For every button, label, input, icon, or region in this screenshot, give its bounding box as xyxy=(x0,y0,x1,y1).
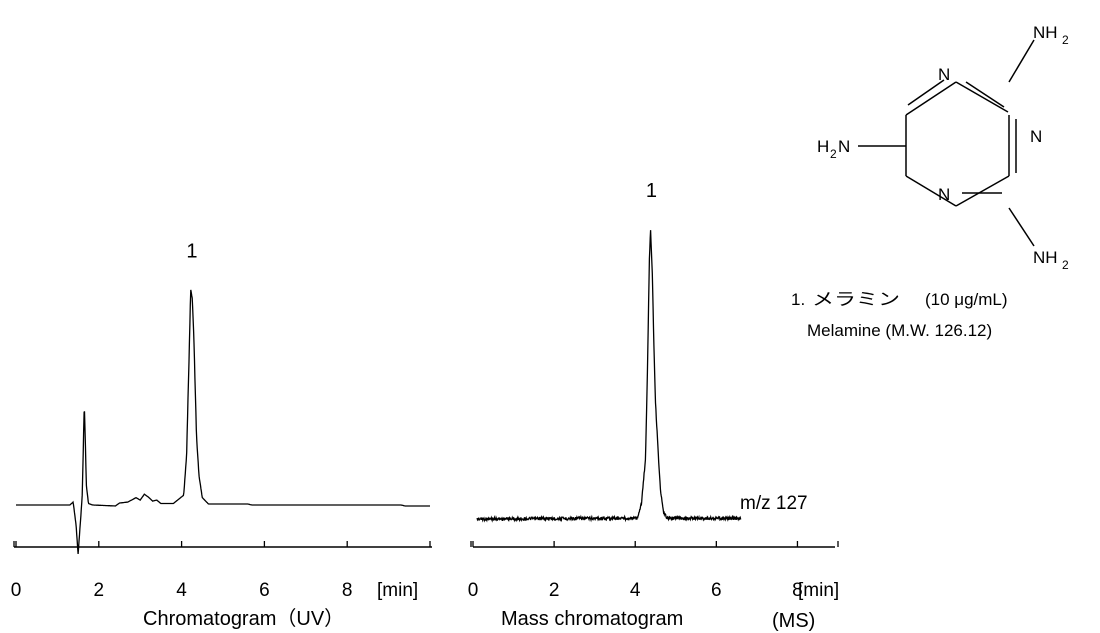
atom-n-right: N xyxy=(1030,127,1042,146)
uv-x-tick-label: 0 xyxy=(11,580,22,601)
uv-x-tick-label: 8 xyxy=(342,580,353,601)
compound-name-jp: メラミン xyxy=(812,290,900,309)
amine-left-h: H xyxy=(817,137,829,156)
amine-bottom-subscript: 2 xyxy=(1062,258,1069,272)
amine-bottom: NH xyxy=(1033,248,1058,267)
amine-left-n: N xyxy=(838,137,850,156)
uv-x-tick-label: 4 xyxy=(176,580,187,601)
amine-top: NH xyxy=(1033,23,1058,42)
ms-peak-label: 1 xyxy=(646,180,657,202)
uv-peak-label: 1 xyxy=(186,240,197,262)
compound-concentration: (10 μg/mL) xyxy=(925,290,1008,309)
triazine-ring xyxy=(858,39,1035,247)
amine-left-subscript: 2 xyxy=(830,147,837,161)
ms-x-axis-title: Mass chromatogram xyxy=(501,608,683,630)
uv-x-ticks: 0 2 4 6 8 xyxy=(11,541,431,601)
uv-x-tick-label: 6 xyxy=(259,580,270,601)
melamine-structure: N N N H 2 N NH 2 NH 2 xyxy=(817,23,1069,272)
ms-x-ticks: 0 2 4 6 8 xyxy=(468,541,839,601)
uv-x-unit: [min] xyxy=(377,580,418,601)
ms-x-unit: [min] xyxy=(798,580,839,601)
ms-x-tick-label: 8 xyxy=(792,580,803,601)
ms-x-axis-suffix: (MS) xyxy=(772,610,815,632)
uv-x-axis-title: Chromatogram（UV） xyxy=(143,607,344,630)
ms-trace-line xyxy=(476,230,742,523)
uv-x-tick-label: 2 xyxy=(94,580,105,601)
atom-n-top: N xyxy=(938,65,950,84)
compound-caption: 1. メラミン (10 μg/mL) Melamine (M.W. 126.12… xyxy=(791,290,1008,340)
compound-name-en: Melamine (M.W. 126.12) xyxy=(807,321,992,340)
ms-x-tick-label: 6 xyxy=(711,580,722,601)
ms-trace-label: m/z 127 xyxy=(740,493,808,514)
uv-trace-line xyxy=(16,289,430,555)
ms-x-tick-label: 4 xyxy=(630,580,641,601)
ms-x-tick-label: 2 xyxy=(549,580,560,601)
amine-top-subscript: 2 xyxy=(1062,33,1069,47)
atom-n-bottom: N xyxy=(938,185,950,204)
compound-number: 1. xyxy=(791,290,805,309)
ms-x-tick-label: 0 xyxy=(468,580,479,601)
uv-chromatogram: 0 2 4 6 8 1 [min] Chromatogram（UV） xyxy=(11,240,432,630)
